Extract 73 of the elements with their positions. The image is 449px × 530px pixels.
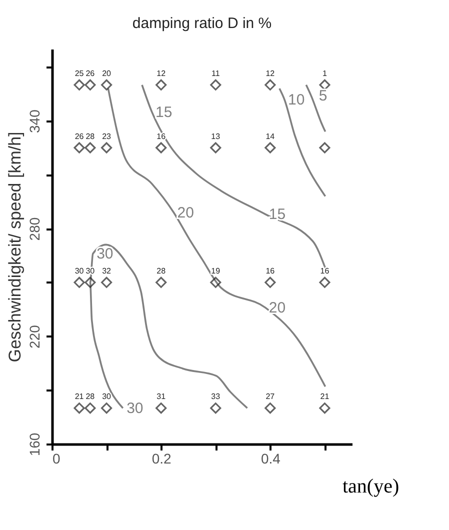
annotation: 13 <box>211 132 221 141</box>
annotation: 33 <box>211 392 221 402</box>
annotation: 30 <box>126 400 144 418</box>
y-tick-label: 160 <box>26 432 42 456</box>
point <box>264 79 276 90</box>
point <box>74 79 85 90</box>
annotation: 20 <box>177 204 194 222</box>
point <box>210 79 222 90</box>
annotation: 16 <box>266 266 276 276</box>
point <box>101 79 112 90</box>
point <box>210 402 222 414</box>
point <box>210 142 222 154</box>
x-tick-label: 0.2 <box>152 450 172 466</box>
point <box>319 142 330 154</box>
line-series <box>141 84 326 269</box>
point <box>156 142 167 154</box>
annotation: 19 <box>211 266 221 276</box>
point <box>156 402 167 414</box>
annotation: 32 <box>102 266 112 276</box>
point <box>84 142 96 154</box>
annotation: 30 <box>102 392 112 402</box>
point <box>210 276 222 288</box>
point <box>74 276 85 288</box>
point <box>101 276 112 288</box>
annotation: 20 <box>268 300 286 317</box>
y-tick-label: 220 <box>26 324 42 348</box>
line-series <box>278 88 326 198</box>
annotation: 12 <box>156 68 166 78</box>
annotation: 26 <box>74 132 84 141</box>
annotation: 14 <box>266 132 276 141</box>
annotation: 12 <box>266 68 276 78</box>
chart-title: damping ratio D in % <box>132 15 272 32</box>
y-tick-label: 280 <box>26 217 42 241</box>
annotation: 28 <box>86 392 96 402</box>
point <box>319 402 330 414</box>
point <box>264 402 276 414</box>
point <box>264 276 276 288</box>
annotation: 1 <box>322 68 328 78</box>
annotation: 26 <box>86 68 96 78</box>
annotation: 11 <box>211 68 220 78</box>
annotation: 5 <box>318 88 328 105</box>
annotation: 31 <box>156 392 166 402</box>
point <box>101 142 112 154</box>
annotation: 25 <box>74 68 84 78</box>
annotation: 30 <box>96 246 114 263</box>
point <box>101 402 112 414</box>
y-axis-title: Geschwindigkeit/ speed [km/h] <box>6 132 24 362</box>
point <box>84 276 96 288</box>
annotation: 15 <box>155 104 172 121</box>
point <box>74 402 85 414</box>
point <box>84 79 96 90</box>
annotation: 21 <box>74 392 84 402</box>
point <box>156 276 167 288</box>
annotation: 10 <box>288 91 305 108</box>
annotation: 28 <box>86 132 96 141</box>
x-tick-label: 0.4 <box>260 450 281 466</box>
point <box>264 142 276 154</box>
annotation: 20 <box>102 68 112 78</box>
annotation: 27 <box>266 392 276 402</box>
y-tick-label: 340 <box>26 109 42 133</box>
point <box>156 79 167 90</box>
point <box>319 79 330 90</box>
point <box>319 276 330 288</box>
annotation: 28 <box>156 266 166 276</box>
annotation: 23 <box>102 132 112 141</box>
point <box>84 402 96 414</box>
x-tick-label: 0 <box>52 450 60 466</box>
line-series <box>305 84 326 132</box>
annotation: 30 <box>74 266 84 276</box>
x-axis-title: tan(ye) <box>342 476 400 498</box>
point <box>74 142 85 154</box>
annotation: 16 <box>320 266 330 276</box>
annotation: 21 <box>320 392 330 402</box>
